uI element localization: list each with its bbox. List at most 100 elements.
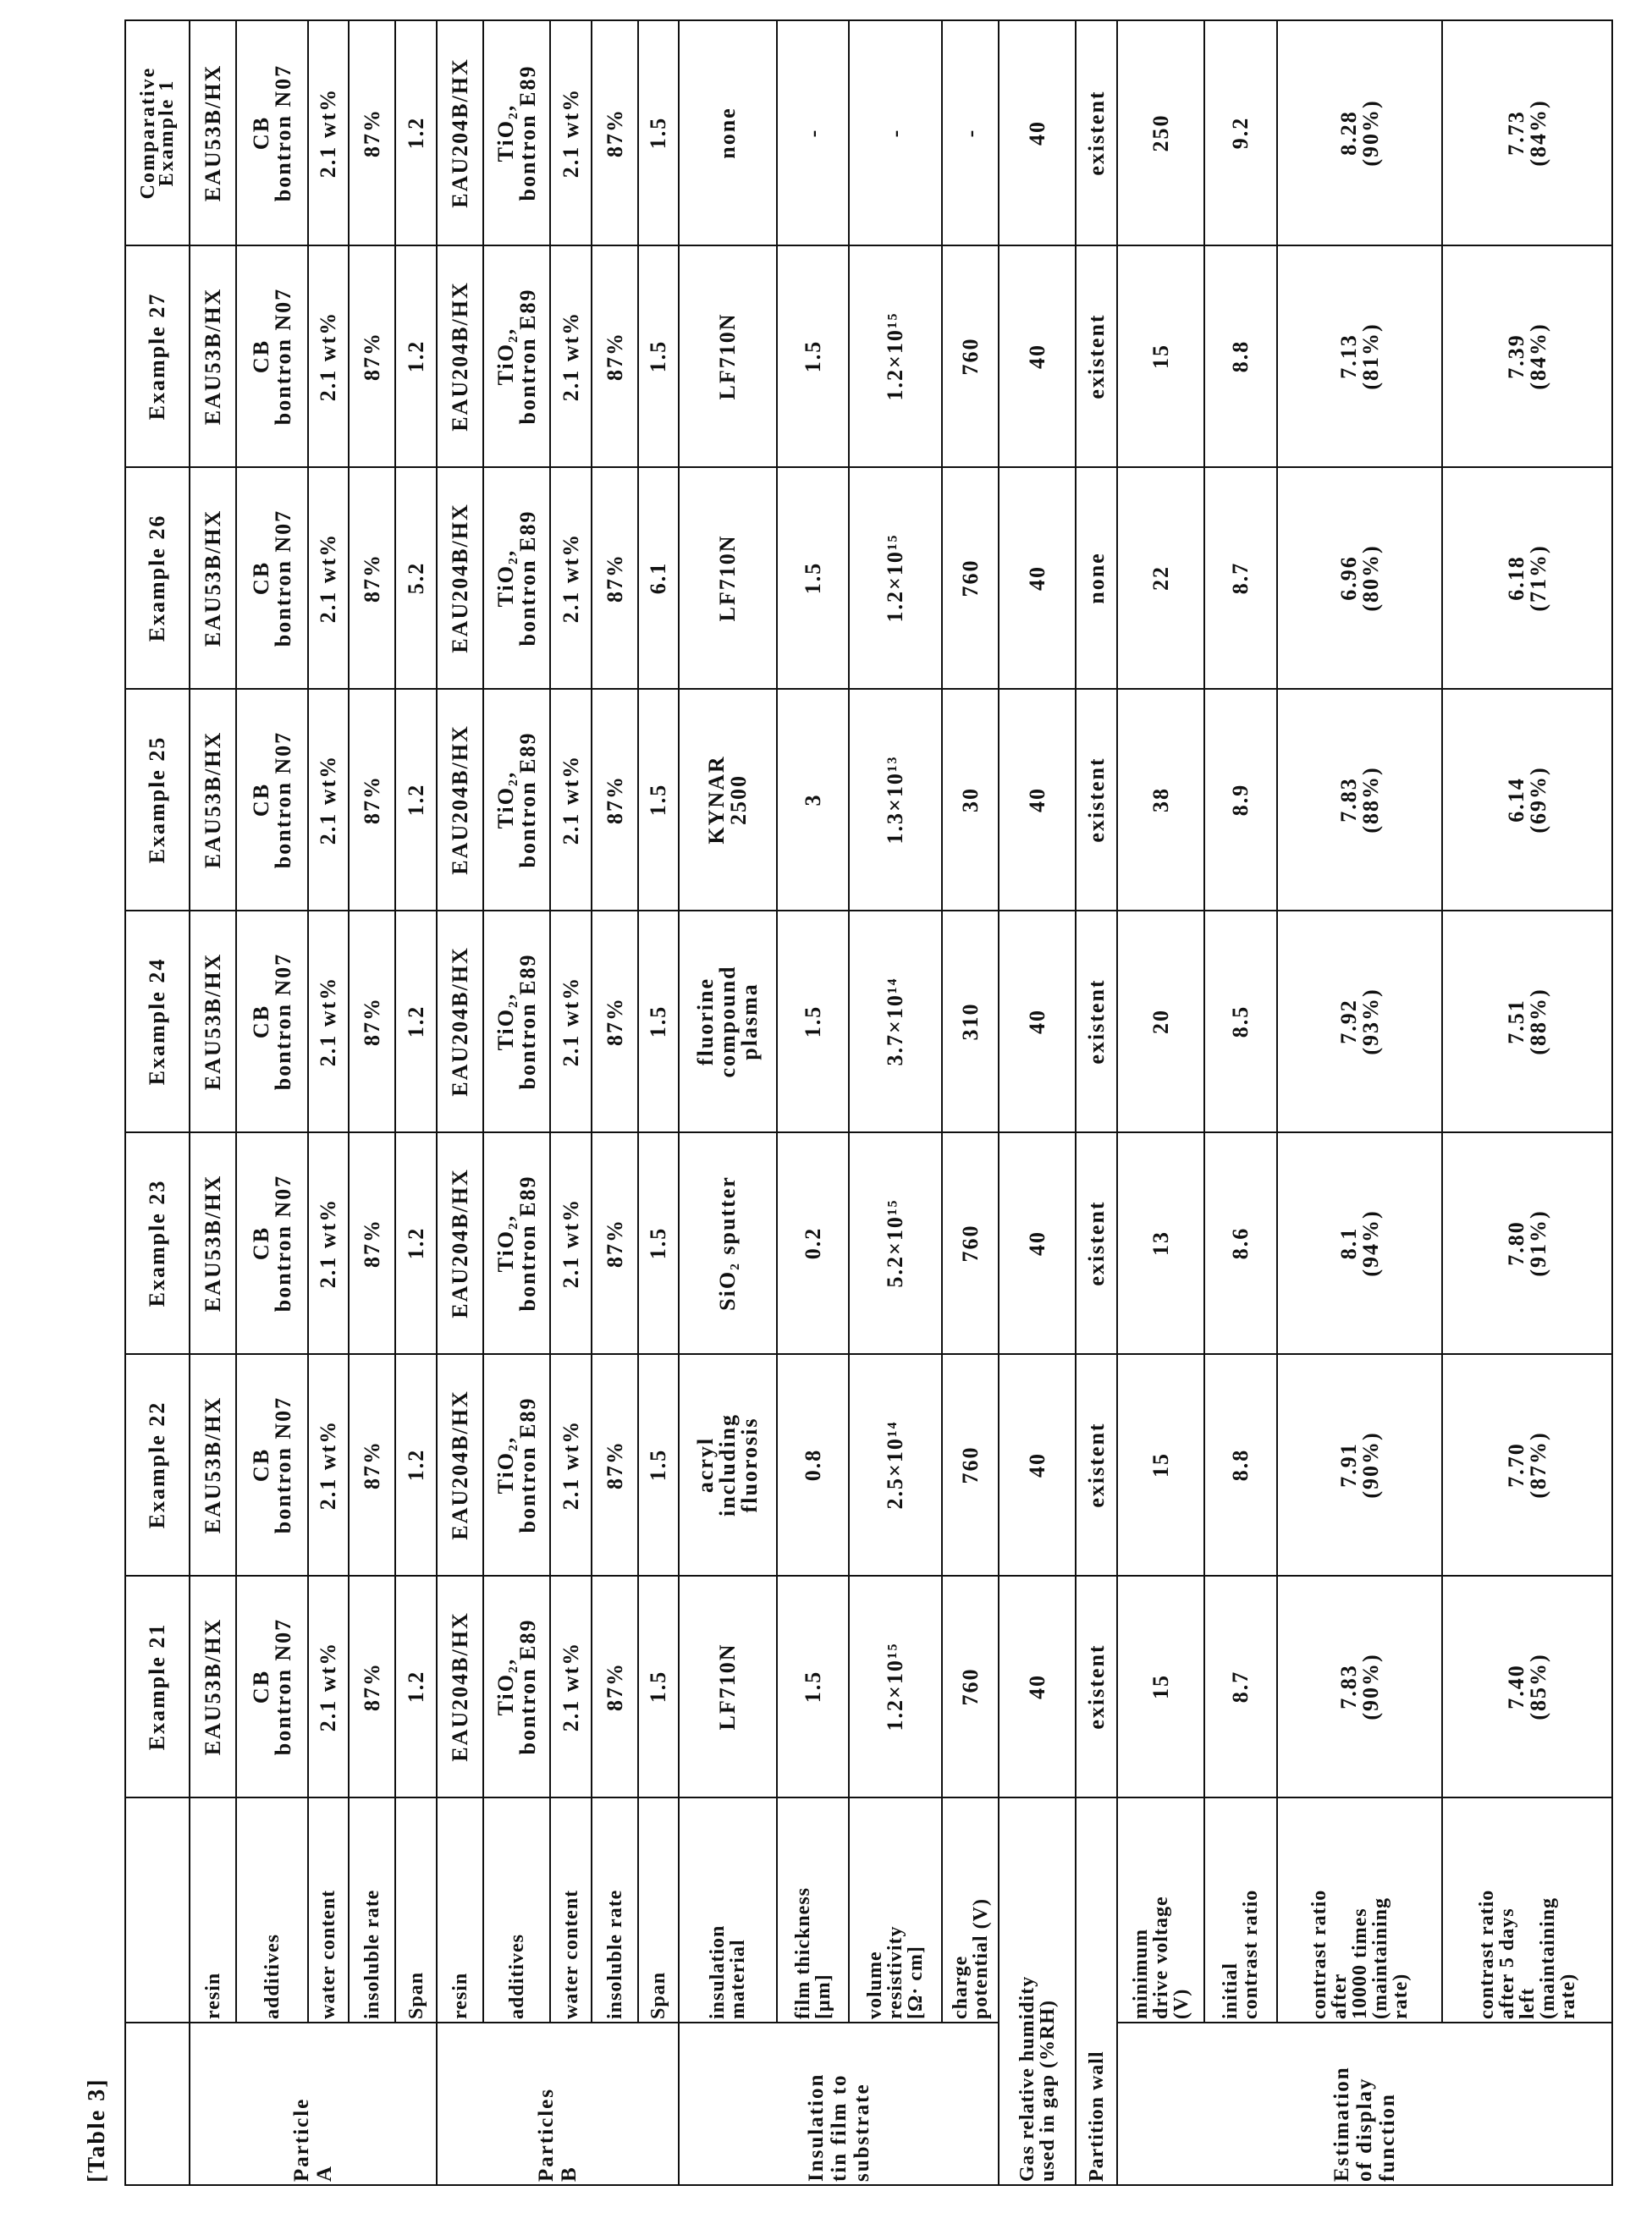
table-cell: 6.96 (80%) — [1277, 467, 1442, 689]
table-cell: SiO₂ sputter — [679, 1132, 777, 1354]
table-cell: 1.2×10¹⁵ — [849, 245, 942, 467]
table-cell: 2.1 wt% — [308, 467, 349, 689]
row-label: additives — [483, 1797, 550, 2023]
table-cell: TiO₂, bontron E89 — [483, 911, 550, 1132]
table-cell: 8.5 — [1204, 911, 1277, 1132]
table-cell: 9.2 — [1204, 20, 1277, 245]
table-cell: EAU53B/HX — [190, 1576, 236, 1797]
table-cell: 1.5 — [777, 1576, 849, 1797]
table-cell: 87% — [349, 911, 395, 1132]
table-cell: EAU53B/HX — [190, 20, 236, 245]
table-cell: EAU204B/HX — [437, 911, 483, 1132]
table-cell: 40 — [999, 20, 1076, 245]
table-row: water content2.1 wt%2.1 wt%2.1 wt%2.1 wt… — [550, 20, 592, 2185]
table-cell: 8.7 — [1204, 1576, 1277, 1797]
table-cell: EAU204B/HX — [437, 1576, 483, 1797]
row-label: water content — [550, 1797, 592, 2023]
table-row: Span1.51.51.51.51.56.11.51.5 — [638, 20, 679, 2185]
table-cell: 30 — [942, 689, 999, 911]
table-cell: EAU53B/HX — [190, 689, 236, 911]
table-cell: 7.83 (88%) — [1277, 689, 1442, 911]
table-cell: 87% — [592, 467, 638, 689]
table-cell: 1.2 — [395, 689, 437, 911]
table-cell: 2.1 wt% — [308, 20, 349, 245]
header-blank-cell — [125, 2023, 190, 2185]
table-cell: EAU204B/HX — [437, 1132, 483, 1354]
table-cell: fluorine compound plasma — [679, 911, 777, 1132]
row-group-label: Particle A — [190, 2023, 437, 2185]
table-cell: EAU53B/HX — [190, 1132, 236, 1354]
table-cell: 87% — [592, 1132, 638, 1354]
table-cell: 15 — [1117, 1354, 1204, 1576]
table-cell: 1.2×10¹⁵ — [849, 467, 942, 689]
table-cell: 1.5 — [777, 467, 849, 689]
table-cell: TiO₂, bontron E89 — [483, 1576, 550, 1797]
table-cell: 1.2 — [395, 1354, 437, 1576]
table-cell: 87% — [349, 1576, 395, 1797]
table-cell: CB bontron N07 — [236, 20, 308, 245]
table-cell: existent — [1076, 1576, 1117, 1797]
row-group-label: Estimation of display function — [1117, 2023, 1612, 2185]
table-cell: 5.2 — [395, 467, 437, 689]
table-cell: 2.1 wt% — [308, 1576, 349, 1797]
row-label: resin — [190, 1797, 236, 2023]
table-cell: 2.1 wt% — [550, 20, 592, 245]
table-cell: 40 — [999, 1132, 1076, 1354]
table-cell: CB bontron N07 — [236, 245, 308, 467]
table-cell: 760 — [942, 1132, 999, 1354]
table-cell: 3.7×10¹⁴ — [849, 911, 942, 1132]
row-label: insoluble rate — [592, 1797, 638, 2023]
table-cell: 7.83 (90%) — [1277, 1576, 1442, 1797]
table-cell: - — [777, 20, 849, 245]
table-cell: 1.5 — [777, 245, 849, 467]
table-cell: 2.1 wt% — [308, 1354, 349, 1576]
table-cell: existent — [1076, 1354, 1117, 1576]
table-cell: 40 — [999, 689, 1076, 911]
table-cell: EAU204B/HX — [437, 245, 483, 467]
table-cell: TiO₂, bontron E89 — [483, 1132, 550, 1354]
table-cell: 7.13 (81%) — [1277, 245, 1442, 467]
table-cell: 7.80 (91%) — [1442, 1132, 1612, 1354]
table-cell: 2.1 wt% — [308, 1132, 349, 1354]
table-cell: LF710N — [679, 245, 777, 467]
table-cell: 7.73 (84%) — [1442, 20, 1612, 245]
row-label: initial contrast ratio — [1204, 1797, 1277, 2023]
table-cell: EAU53B/HX — [190, 1354, 236, 1576]
table-cell: 87% — [349, 245, 395, 467]
table-cell: CB bontron N07 — [236, 1132, 308, 1354]
table-cell: TiO₂, bontron E89 — [483, 1354, 550, 1576]
table-cell: CB bontron N07 — [236, 911, 308, 1132]
table-cell: 2.1 wt% — [308, 911, 349, 1132]
row-group-label: Partition wall — [1076, 1797, 1117, 2185]
table-cell: 87% — [349, 689, 395, 911]
table-caption: [Table 3] — [80, 21, 124, 2186]
column-header: Example 23 — [125, 1132, 190, 1354]
table-cell: - — [942, 20, 999, 245]
table-cell: 7.39 (84%) — [1442, 245, 1612, 467]
table-cell: 7.92 (93%) — [1277, 911, 1442, 1132]
table-cell: 760 — [942, 245, 999, 467]
table-cell: EAU53B/HX — [190, 467, 236, 689]
table-cell: 2.1 wt% — [550, 1354, 592, 1576]
table-cell: existent — [1076, 689, 1117, 911]
table-cell: existent — [1076, 245, 1117, 467]
table-row: initial contrast ratio8.78.88.68.58.98.7… — [1204, 20, 1277, 2185]
table-cell: 8.7 — [1204, 467, 1277, 689]
table-row: Insulation tin film to substrateinsulati… — [679, 20, 777, 2185]
column-header: Example 27 — [125, 245, 190, 467]
table-cell: 87% — [592, 689, 638, 911]
row-group-label: Insulation tin film to substrate — [679, 2023, 999, 2185]
table-cell: 1.5 — [777, 911, 849, 1132]
table-cell: 87% — [592, 20, 638, 245]
row-label: volume resistivity [Ω· cm] — [849, 1797, 942, 2023]
table-cell: 310 — [942, 911, 999, 1132]
table-cell: 0.8 — [777, 1354, 849, 1576]
table-row: Span1.21.21.21.21.25.21.21.2 — [395, 20, 437, 2185]
row-label: film thickness [μm] — [777, 1797, 849, 2023]
table-row: volume resistivity [Ω· cm]1.2×10¹⁵2.5×10… — [849, 20, 942, 2185]
table-cell: 20 — [1117, 911, 1204, 1132]
table-cell: 7.70 (87%) — [1442, 1354, 1612, 1576]
table-cell: 1.5 — [638, 245, 679, 467]
row-label: charge potential (V) — [942, 1797, 999, 2023]
table-cell: 2.1 wt% — [550, 689, 592, 911]
